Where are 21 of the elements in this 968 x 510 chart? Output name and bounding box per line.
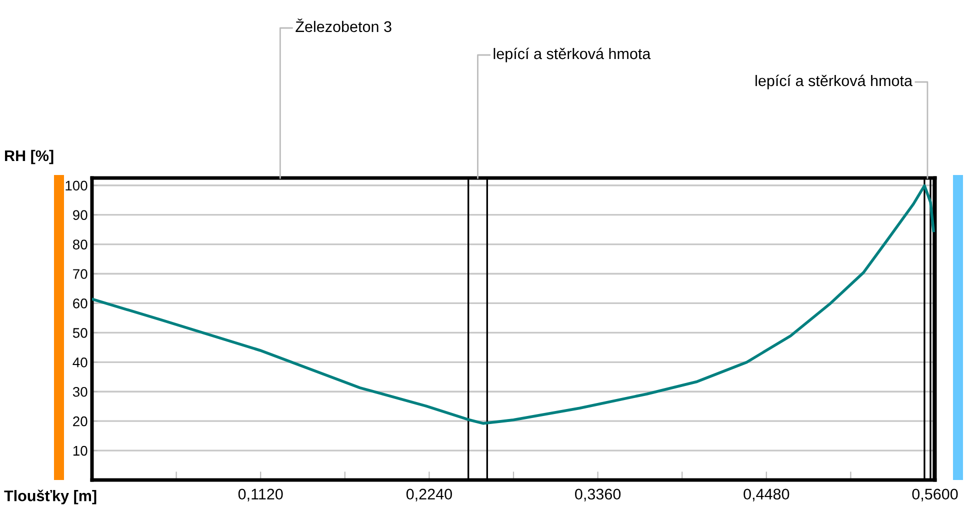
text: lepící a stěrková hmota (494, 48, 651, 62)
text: Železobeton 3 (296, 18, 392, 32)
y-tick-label: 20 (73, 416, 88, 426)
x-tick-label: 0,4480 (744, 488, 790, 502)
y-tick-label: 30 (72, 386, 88, 397)
x-axis-title: Tloušťky [m] (4, 490, 96, 504)
y-tick-label: 10 (73, 446, 88, 456)
text: lepící a stěrková hmota (756, 74, 912, 90)
x-tick-label: 0,5600 (912, 488, 958, 502)
y-tick-label: 50 (72, 328, 88, 338)
y-tick-label: 90 (73, 210, 88, 220)
y-tick-label: 70 (73, 269, 88, 279)
y-tick-label: 80 (72, 240, 88, 250)
x-tick-label: 0,2240 (406, 488, 452, 502)
line-series (92, 184, 935, 425)
x-tick-label: 0,1120 (238, 488, 283, 502)
y-tick-label: 60 (73, 298, 88, 308)
x-tick-label: 0,3360 (575, 488, 621, 502)
y-axis-title: RH [%] (5, 150, 54, 164)
y-tick-label: 100 (66, 180, 88, 191)
y-tick-label: 40 (72, 357, 88, 368)
